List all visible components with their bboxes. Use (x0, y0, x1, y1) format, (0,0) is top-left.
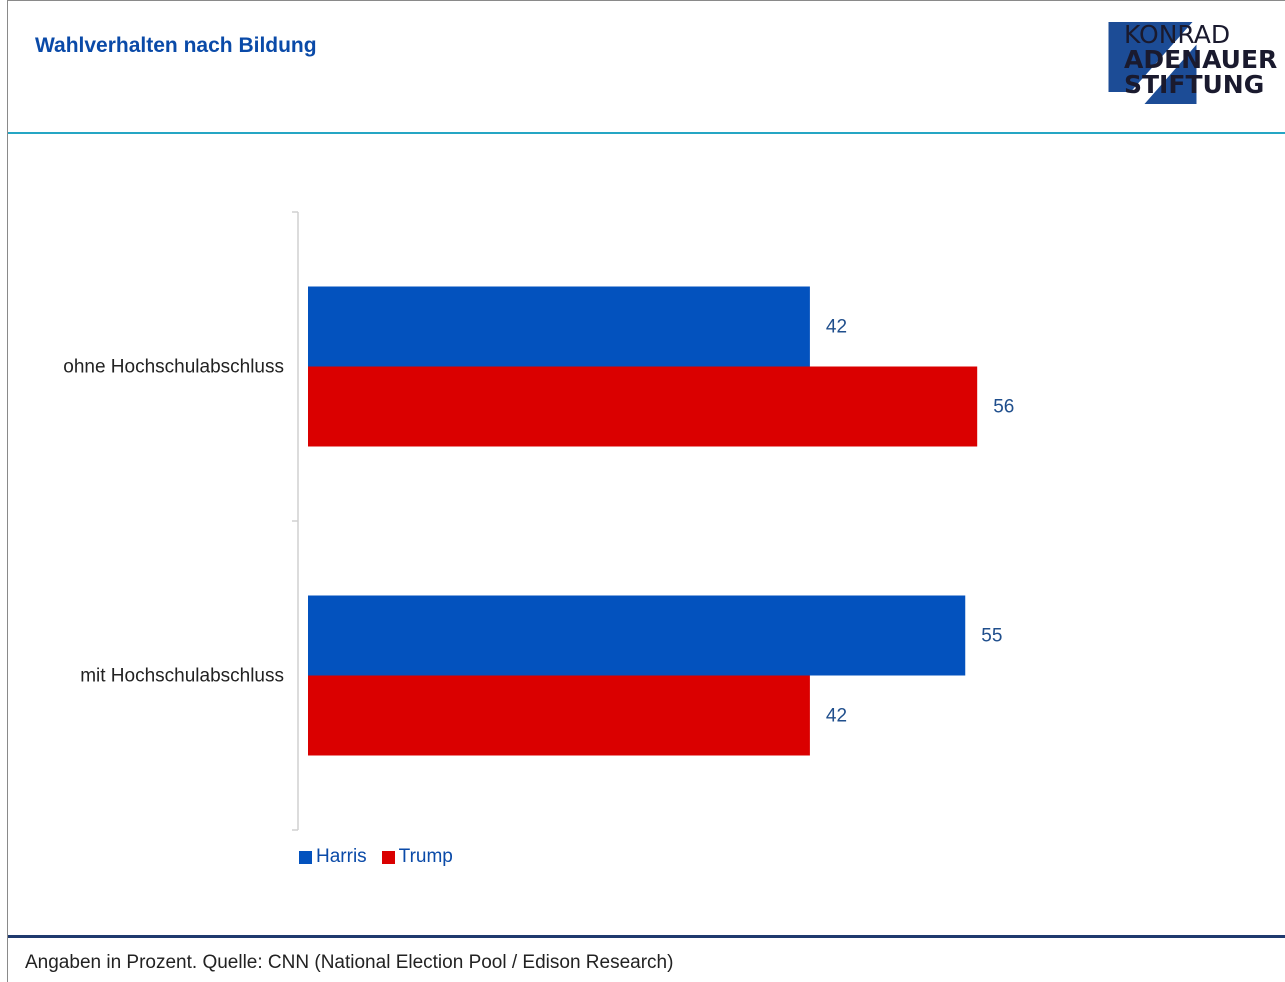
source-note: Angaben in Prozent. Quelle: CNN (Nationa… (25, 952, 674, 973)
kas-logo-text: KONRAD ADENAUER STIFTUNG (1124, 22, 1277, 97)
bar-harris (308, 286, 810, 367)
legend-item-harris: Harris (299, 846, 367, 868)
chart-frame (7, 0, 1285, 982)
legend-label-trump: Trump (398, 846, 453, 867)
bar-harris (308, 595, 966, 676)
data-label: 42 (826, 706, 847, 727)
chart-title: Wahlverhalten nach Bildung (35, 34, 317, 57)
bar-trump (308, 366, 978, 447)
data-label: 42 (826, 317, 847, 338)
logo-line-3: STIFTUNG (1124, 70, 1265, 99)
logo-line-1: KONRAD (1124, 20, 1231, 49)
bar-trump (308, 675, 810, 756)
legend-item-trump: Trump (381, 846, 453, 868)
legend-swatch-trump (381, 850, 395, 864)
data-label: 55 (981, 626, 1002, 647)
chart-legend: Harris Trump (299, 846, 468, 868)
header-divider (8, 132, 1285, 134)
data-label: 56 (993, 397, 1014, 418)
footer-divider (8, 935, 1285, 938)
kas-logo-mark-icon (1108, 22, 1201, 104)
legend-swatch-harris (299, 850, 312, 864)
category-label: ohne Hochschulabschluss (63, 357, 284, 378)
category-label: mit Hochschulabschluss (80, 666, 284, 687)
logo-line-2: ADENAUER (1124, 45, 1278, 74)
legend-label-harris: Harris (316, 846, 367, 867)
